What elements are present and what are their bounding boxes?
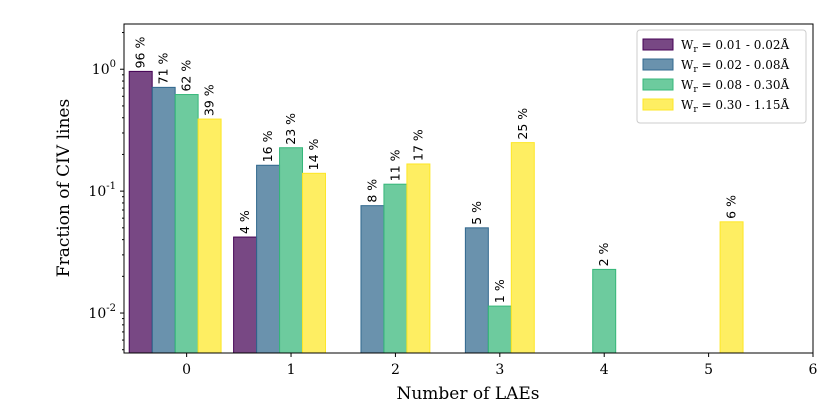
bar-label-series2-x0: 71 % — [156, 52, 171, 84]
bar-series3-x1 — [279, 147, 304, 354]
bar-series1-x0 — [128, 70, 153, 354]
x-tick-label: 4 — [600, 362, 609, 378]
bar-series2-x2 — [360, 205, 385, 354]
bars-group — [128, 70, 744, 354]
bar-series2-x0 — [151, 86, 176, 354]
bar-series3-x2 — [383, 183, 408, 354]
bar-series4-x0 — [197, 118, 222, 354]
legend-entry-2: Wr = 0.02 - 0.08Å — [681, 57, 789, 75]
y-tick-label: 100 — [92, 59, 116, 78]
bar-label-series4-x3: 25 % — [515, 108, 530, 140]
x-tick-label: 5 — [704, 362, 713, 378]
bar-series2-x3 — [464, 227, 489, 354]
legend-swatch-2 — [642, 58, 674, 71]
legend-entry-1: Wr = 0.01 - 0.02Å — [681, 37, 789, 55]
x-tick-label: 3 — [495, 362, 504, 378]
bar-label-series4-x5: 6 % — [724, 195, 739, 219]
bar-series4-x3 — [510, 142, 535, 354]
bar-label-series3-x0: 62 % — [179, 60, 194, 92]
legend-entry-4: Wr = 0.30 - 1.15Å — [681, 97, 789, 115]
bar-series4-x1 — [302, 172, 326, 354]
bar-series2-x1 — [256, 164, 281, 354]
bar-label-series2-x1: 16 % — [260, 130, 275, 162]
x-tick-label: 1 — [287, 362, 296, 378]
bar-label-series4-x2: 17 % — [410, 129, 425, 161]
legend-swatch-1 — [642, 38, 674, 51]
bar-label-series2-x3: 5 % — [469, 201, 484, 225]
x-tick-label: 0 — [182, 362, 191, 378]
legend-swatch-4 — [642, 98, 674, 111]
legend-swatch-3 — [642, 78, 674, 91]
bar-series4-x5 — [719, 221, 744, 354]
bar-labels-group: 96 % 4 % 71 % 16 % 8 % 5 % 62 % 23 % 11 % 1 % 2 % 3… — [133, 37, 739, 304]
y-axis-label: Fraction of CIV lines — [54, 99, 74, 277]
bar-series3-x3 — [487, 305, 512, 354]
x-tick-label: 6 — [809, 362, 818, 378]
bar-series3-x0 — [174, 94, 199, 354]
x-axis-label: Number of LAEs — [396, 384, 539, 404]
bar-label-series1-x0: 96 % — [133, 37, 148, 69]
bar-label-series3-x1: 23 % — [283, 113, 298, 145]
bar-series3-x4 — [592, 268, 617, 354]
bar-series4-x2 — [406, 163, 431, 354]
bar-label-series2-x2: 8 % — [364, 179, 379, 203]
legend-entry-3: Wr = 0.08 - 0.30Å — [681, 77, 789, 95]
plot-frame — [123, 23, 814, 354]
legend: Wr = 0.01 - 0.02Å Wr = 0.02 - 0.08Å Wr = 0… — [636, 29, 807, 124]
bar-label-series4-x1: 14 % — [306, 138, 321, 170]
bar-label-series3-x4: 2 % — [596, 242, 611, 266]
y-tick-label: 10-2 — [88, 303, 116, 322]
bar-label-series3-x2: 11 % — [387, 149, 402, 181]
y-axis-ticks: 100 10-1 10-2 — [88, 32, 124, 351]
bar-label-series1-x1: 4 % — [237, 210, 252, 234]
x-tick-label: 2 — [391, 362, 400, 378]
x-axis-ticks: 0 1 2 3 4 5 6 — [182, 353, 818, 378]
bar-label-series4-x0: 39 % — [202, 84, 217, 116]
bar-series1-x1 — [233, 236, 258, 354]
y-tick-label: 10-1 — [88, 181, 116, 200]
legend-box — [636, 29, 807, 124]
bar-label-series3-x3: 1 % — [492, 279, 507, 303]
